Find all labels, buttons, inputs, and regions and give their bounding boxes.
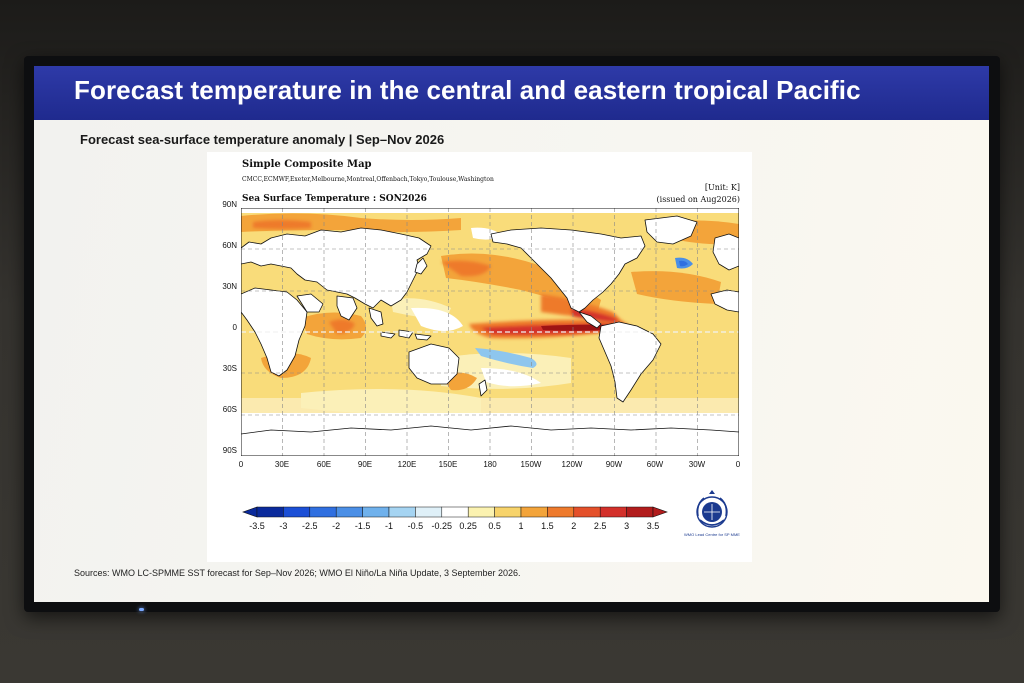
colorbar-tick-label: -3.5 — [249, 521, 265, 531]
figure-title: Simple Composite Map — [242, 159, 372, 170]
colorbar-tick-label: 3.5 — [646, 521, 660, 531]
lon-label: 30W — [688, 460, 706, 469]
colorbar-segment — [626, 506, 654, 518]
colorbar-segment — [441, 506, 469, 518]
figure-centres: CMCC,ECMWF,Exeter,Melbourne,Montreal,Off… — [242, 176, 494, 183]
lat-label: 90S — [222, 446, 237, 455]
colorbar-tick-label: -1 — [384, 521, 393, 531]
lon-label: 120W — [561, 460, 583, 469]
lat-label: 90N — [222, 200, 237, 209]
colorbar-tick-label: 1.5 — [541, 521, 554, 531]
lon-label: 60E — [316, 460, 332, 469]
colorbar-segment — [547, 506, 575, 518]
slide-title-bar: Forecast temperature in the central and … — [34, 66, 989, 120]
lat-label: 60S — [222, 405, 237, 414]
lon-label: 120E — [397, 460, 417, 469]
colorbar-tick-label: 2 — [571, 521, 577, 531]
slide-title: Forecast temperature in the central and … — [74, 75, 861, 105]
map-gridlines — [241, 208, 739, 456]
colorbar-tick-label: 0.5 — [488, 521, 501, 531]
lat-label: 60N — [222, 241, 237, 250]
lon-label: 30E — [274, 460, 290, 469]
colorbar-segment — [283, 506, 311, 518]
colorbar-segment — [599, 506, 627, 518]
lat-label: 0 — [232, 323, 237, 332]
map-title: Sea Surface Temperature : SON2026 — [242, 194, 427, 204]
colorbar-tick-label: -1.5 — [354, 521, 371, 531]
colorbar-arrow-high — [652, 506, 668, 518]
colorbar-tick-label: 2.5 — [593, 521, 607, 531]
colorbar-tick-label: -0.25 — [431, 521, 453, 531]
lon-label: 0 — [735, 460, 741, 469]
colorbar-tick-label: -0.5 — [407, 521, 424, 531]
lon-label: 60W — [646, 460, 664, 469]
figure-issued: (issued on Aug2026) — [656, 195, 740, 204]
colorbar-tick-label: 0.25 — [459, 521, 477, 531]
tv-power-led — [139, 608, 144, 611]
colorbar-tick-label: -2 — [332, 521, 341, 531]
figure-unit: [Unit: K] — [704, 183, 740, 192]
colorbar-segment — [573, 506, 601, 518]
colorbar-segment — [335, 506, 363, 518]
lat-label: 30N — [222, 282, 237, 291]
lon-label: 150E — [438, 460, 458, 469]
colorbar-arrow-low — [242, 506, 258, 518]
colorbar-segment — [494, 506, 522, 518]
colorbar-segment — [256, 506, 284, 518]
colorbar — [242, 506, 668, 518]
sst-forecast-figure: Simple Composite Map CMCC,ECMWF,Exeter,M… — [207, 152, 752, 562]
colorbar-tick-label: 3 — [624, 521, 630, 531]
colorbar-segment — [388, 506, 416, 518]
colorbar-tick-label: 1 — [518, 521, 524, 531]
anomaly-field-cool — [475, 257, 693, 368]
slide-sources: Sources: WMO LC-SPMME SST forecast for S… — [74, 568, 521, 578]
lat-label: 30S — [222, 364, 237, 373]
colorbar-segment — [415, 506, 443, 518]
colorbar-tick-label: -2.5 — [302, 521, 318, 531]
slide-subtitle: Forecast sea-surface temperature anomaly… — [80, 132, 445, 147]
colorbar-segment — [362, 506, 390, 518]
sst-anomaly-map — [241, 208, 739, 456]
colorbar-segment — [520, 506, 548, 518]
colorbar-segment — [467, 506, 495, 518]
colorbar-segment — [309, 506, 337, 518]
lon-label: 180 — [483, 460, 497, 469]
lon-label: 90E — [357, 460, 373, 469]
lon-label: 0 — [238, 460, 244, 469]
wmo-logo-caption: WMO Lead Centre for SP MME — [684, 532, 740, 537]
presentation-slide: Forecast temperature in the central and … — [34, 66, 989, 602]
wmo-logo-icon — [696, 490, 728, 528]
colorbar-tick-label: -3 — [279, 521, 288, 531]
lon-label: 150W — [520, 460, 542, 469]
lon-label: 90W — [605, 460, 623, 469]
